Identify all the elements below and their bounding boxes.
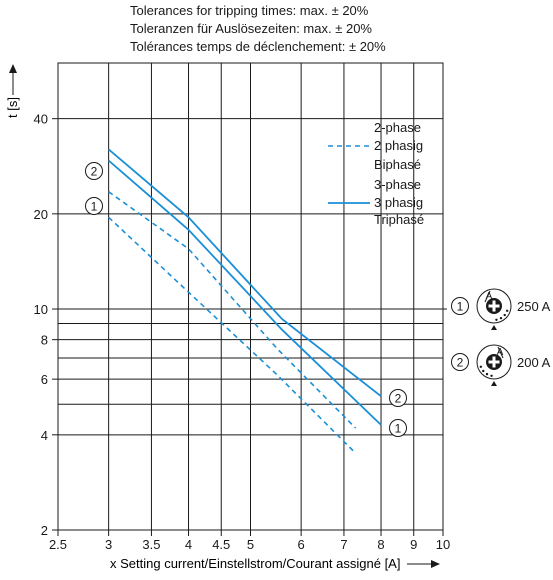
marker-left-2-circle <box>85 162 103 180</box>
dial-1-pointer <box>484 290 491 303</box>
legend-text-dashed-1: 2 phasig <box>374 138 423 153</box>
x-tick-label: 2.5 <box>49 537 67 552</box>
dial-2-value: 200 A <box>517 355 551 370</box>
dial-2-cross-v <box>492 356 496 368</box>
dial-2-scale-dot <box>490 374 493 377</box>
dial-2-letter: A <box>497 347 504 358</box>
dial-1-scale-dot <box>503 313 506 317</box>
dial-2-index <box>491 380 497 386</box>
dial-settings: 1 A 250 A 2 A 200 A <box>451 288 551 386</box>
legend-text-dashed-2: Biphasé <box>374 157 421 172</box>
tolerance-line-de: Toleranzen für Auslösezeiten: max. ± 20% <box>130 21 372 36</box>
x-tick-label: 9 <box>410 537 417 552</box>
y-tick-label: 10 <box>34 302 48 317</box>
marker-right-2-circle <box>389 389 407 407</box>
dial-1-scale-dot <box>505 309 509 313</box>
dial-2-scale-dot <box>479 365 483 368</box>
x-axis-arrowhead <box>431 560 440 568</box>
dial-1-cross-v <box>492 300 496 312</box>
curves <box>108 148 382 454</box>
marker-left-1-circle <box>85 197 103 215</box>
plot-frame <box>57 62 444 531</box>
legend-text-solid-0: 3-phase <box>374 177 421 192</box>
x-tick-label: 4 <box>185 537 192 552</box>
dial-1-badge <box>451 297 469 316</box>
y-axis-title: t [s] <box>5 97 20 118</box>
x-tick-label: 5 <box>247 537 254 552</box>
dial-2-scale-dot <box>482 369 485 373</box>
x-tick-label: 3 <box>105 537 112 552</box>
x-tick-label: 10 <box>436 537 450 552</box>
y-tick-label: 20 <box>34 207 48 222</box>
dial-2-pointer <box>497 346 504 359</box>
dial-1-scale-dot <box>495 318 498 322</box>
dial-2-scale-dot <box>485 372 489 376</box>
tolerance-line-fr: Tolérances temps de déclenchement: ± 20% <box>130 39 386 54</box>
curve-markers: 2 1 2 1 <box>85 162 407 437</box>
x-axis-title: x Setting current/Einstellstrom/Courant … <box>110 556 400 571</box>
marker-left-2-label: 2 <box>91 165 98 179</box>
marker-right-2-label: 2 <box>395 392 402 406</box>
y-tick-label: 4 <box>41 428 48 443</box>
marker-left-1-label: 1 <box>91 200 98 214</box>
dial-1-scale-dot <box>499 316 503 320</box>
y-tick-label: 8 <box>41 333 48 348</box>
x-tick-label: 8 <box>377 537 384 552</box>
legend-text-solid-1: 3 phasig <box>374 195 423 210</box>
x-tick-label: 4.5 <box>212 537 230 552</box>
curve-2-phase-1 <box>108 216 357 454</box>
dial-1-letter: A <box>486 291 493 302</box>
curve-3-phase-2 <box>108 148 382 397</box>
curve-2-phase-2 <box>108 191 357 429</box>
chart-grid <box>52 63 447 536</box>
legend-text-dashed-0: 2-phase <box>374 120 421 135</box>
dial-1-badge-label: 1 <box>457 300 464 314</box>
dial-1-value: 250 A <box>517 299 551 314</box>
dial-1-index <box>491 325 497 331</box>
y-tick-label: 6 <box>41 372 48 387</box>
tick-labels: 2.5 3 3.5 4 4.5 5 6 7 8 9 10 2 4 6 8 10 20 40 <box>34 112 451 552</box>
tolerance-line-en: Tolerances for tripping times: max. ± 20… <box>130 3 369 18</box>
marker-right-1-label: 1 <box>395 422 402 436</box>
legend: 2-phase 2 phasig Biphasé 3-phase 3 phasig Tri… <box>328 120 424 227</box>
dial-2-badge <box>451 352 469 371</box>
y-tick-label: 40 <box>34 112 48 127</box>
marker-right-1-circle <box>389 419 407 437</box>
curve-3-phase-1 <box>108 159 382 426</box>
x-tick-label: 6 <box>298 537 305 552</box>
y-tick-label: 2 <box>41 523 48 538</box>
y-axis-arrowhead <box>9 64 17 73</box>
x-tick-label: 7 <box>340 537 347 552</box>
legend-text-solid-2: Triphasé <box>374 212 424 227</box>
x-tick-label: 3.5 <box>142 537 160 552</box>
dial-2-badge-label: 2 <box>457 355 464 369</box>
